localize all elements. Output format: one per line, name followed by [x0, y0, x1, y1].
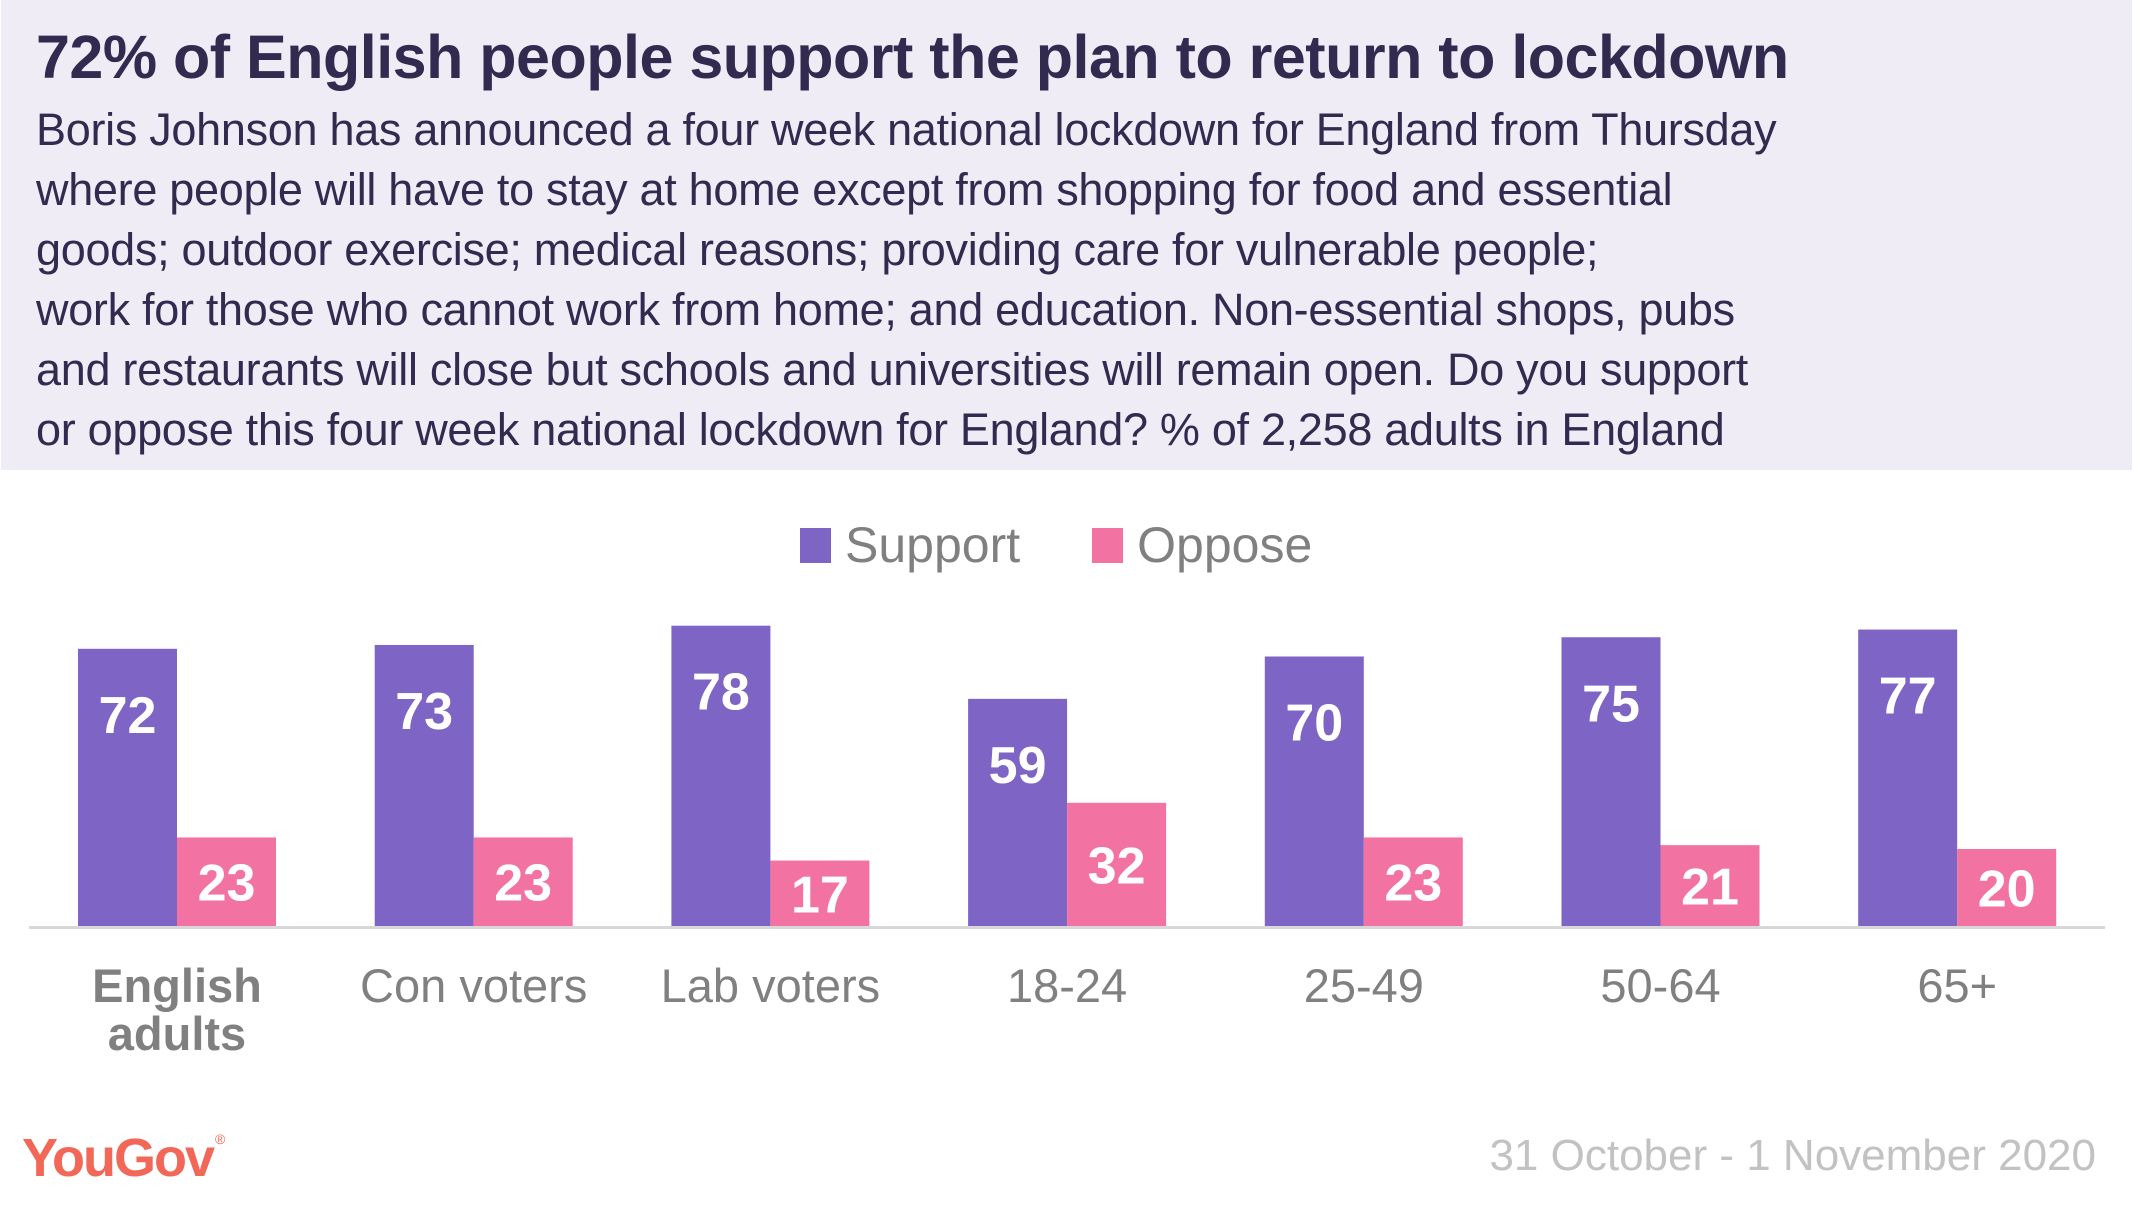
data-label-oppose: 17: [791, 866, 849, 924]
bar-oppose: [177, 837, 276, 926]
bar-oppose: [1957, 849, 2057, 926]
data-label-oppose: 23: [198, 855, 256, 913]
legend-item-support: Support: [800, 516, 1020, 574]
x-tick-label: 65+: [1917, 959, 1997, 1012]
bar-support: [968, 698, 1068, 926]
survey-date: 31 October - 1 November 2020: [1489, 1131, 2096, 1180]
bar-oppose: [1067, 802, 1167, 926]
yougov-logo: YouGov ®: [22, 1127, 225, 1189]
bar-oppose: [1363, 837, 1463, 926]
subtitle-line: where people will have to stay at home e…: [36, 164, 1673, 215]
header-panel: 72% of English people support the plan t…: [1, 0, 2132, 470]
data-label-support: 78: [692, 664, 750, 722]
data-label-support: 75: [1582, 675, 1640, 733]
legend-swatch-support: [800, 527, 831, 563]
legend-label-support: Support: [845, 517, 1021, 573]
data-label-support: 70: [1285, 695, 1343, 753]
x-tick-label: adults: [108, 1007, 246, 1060]
legend-label-oppose: Oppose: [1137, 517, 1313, 573]
bar-support: [1264, 656, 1364, 926]
data-label-oppose: 23: [1384, 855, 1442, 913]
data-label-support: 72: [99, 687, 157, 745]
bar-oppose: [770, 860, 870, 926]
legend-swatch-oppose: [1092, 527, 1124, 563]
data-label-support: 77: [1879, 668, 1937, 726]
bar-support: [78, 648, 177, 926]
data-label-oppose: 21: [1681, 859, 1739, 917]
bar-support: [1561, 637, 1661, 926]
x-tick-label: 50-64: [1600, 959, 1720, 1012]
x-tick-label: Con voters: [360, 959, 587, 1012]
bar-oppose: [473, 837, 573, 926]
x-tick-label: Lab voters: [661, 959, 880, 1012]
data-label-support: 73: [395, 683, 453, 741]
data-label-support: 59: [989, 737, 1047, 795]
bar-support: [671, 625, 771, 926]
bar-support: [1858, 629, 1958, 926]
bar-oppose: [1660, 845, 1760, 926]
logo-text: YouGov: [22, 1128, 215, 1188]
subtitle-line: work for those who cannot work from home…: [36, 284, 1735, 335]
subtitle-line: or oppose this four week national lockdo…: [36, 404, 1725, 455]
data-label-oppose: 32: [1088, 837, 1146, 895]
x-tick-label: 18-24: [1007, 959, 1127, 1012]
x-tick-label: English: [92, 959, 262, 1012]
legend-item-oppose: Oppose: [1092, 516, 1312, 574]
bar-support: [374, 644, 474, 926]
data-label-oppose: 20: [1978, 861, 2036, 919]
subtitle-line: goods; outdoor exercise; medical reasons…: [36, 224, 1599, 275]
chart-subtitle: Boris Johnson has announced a four week …: [36, 100, 2116, 460]
data-label-oppose: 23: [494, 855, 552, 913]
chart-legend: Support Oppose: [800, 515, 1384, 575]
registered-mark-icon: ®: [215, 1131, 226, 1147]
subtitle-line: Boris Johnson has announced a four week …: [36, 104, 1777, 155]
subtitle-line: and restaurants will close but schools a…: [36, 344, 1748, 395]
chart-title: 72% of English people support the plan t…: [36, 23, 1789, 91]
x-tick-label: 25-49: [1304, 959, 1424, 1012]
x-axis-line: [29, 926, 2105, 929]
